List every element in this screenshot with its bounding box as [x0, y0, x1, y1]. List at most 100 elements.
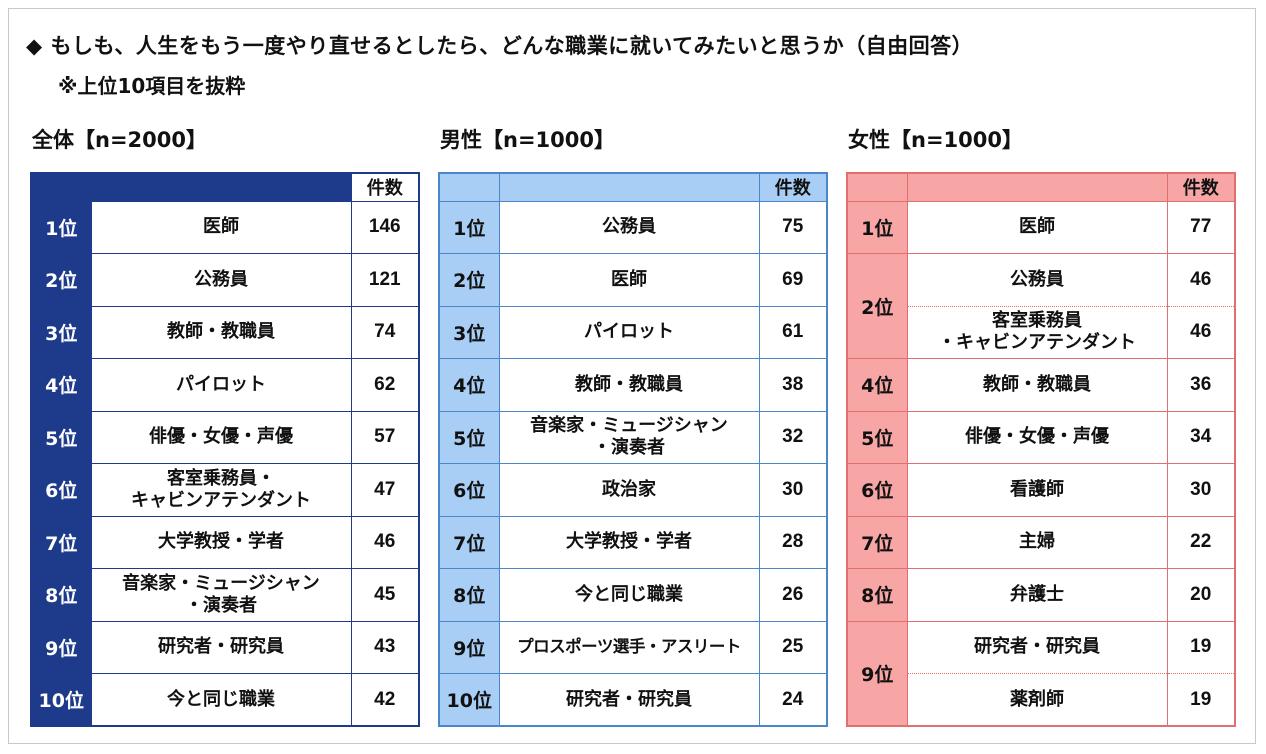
- table-row: 5位 音楽家・ミュージシャン ・演奏者 32: [438, 410, 828, 464]
- table-row: 1位 公務員 75: [438, 200, 828, 254]
- rank-cell: 9位: [30, 620, 92, 674]
- rank-header-cell: [30, 172, 92, 202]
- count-cell: 25: [758, 620, 828, 674]
- table-row: 客室乗務員 ・キャビンアテンダント 46: [847, 305, 1236, 359]
- count-cell: 46: [350, 515, 420, 569]
- job-cell: 政治家: [498, 463, 760, 517]
- job-cell: 弁護士: [906, 568, 1168, 622]
- table-row: 7位 主婦 22: [846, 515, 1236, 569]
- female-table-label: 女性【n=1000】: [848, 128, 1023, 152]
- table-header-row: 件数: [846, 172, 1236, 202]
- table-row: 6位 看護師 30: [846, 463, 1236, 517]
- male-ranking-table: 件数 1位 公務員 75 2位 医師 69 3位 パイロット 61 4位 教師・教職員 38 5…: [438, 172, 828, 727]
- job-cell: 医師: [90, 200, 352, 254]
- rank-cell: 1位: [30, 200, 92, 254]
- count-cell: 62: [350, 358, 420, 412]
- count-cell: 19: [1166, 620, 1236, 674]
- all-table-label: 全体【n=2000】: [32, 128, 207, 152]
- count-cell: 47: [350, 463, 420, 517]
- table-row: 1位 医師 77: [846, 200, 1236, 254]
- rank-cell: 6位: [438, 463, 500, 517]
- job-cell: 大学教授・学者: [498, 515, 760, 569]
- table-row: 9位 研究者・研究員 43: [30, 620, 420, 674]
- count-cell: 36: [1166, 358, 1236, 412]
- job-cell: 医師: [906, 200, 1168, 254]
- table-row: 9位 研究者・研究員 19: [846, 620, 1236, 727]
- table-row: 5位 俳優・女優・声優 34: [846, 410, 1236, 464]
- all-ranking-table: 件数 1位 医師 146 2位 公務員 121 3位 教師・教職員 74 4位 パイロット 62…: [30, 172, 420, 727]
- count-cell: 46: [1166, 253, 1236, 307]
- table-row: 7位 大学教授・学者 46: [30, 515, 420, 569]
- count-cell: 74: [350, 305, 420, 359]
- job-cell: 医師: [498, 253, 760, 307]
- count-cell: 32: [758, 410, 828, 464]
- figure-title: ◆ もしも、人生をもう一度やり直せるとしたら、どんな職業に就いてみたいと思うか（…: [26, 34, 974, 58]
- table-row: 9位 プロスポーツ選手・アスリート 25: [438, 620, 828, 674]
- rank-cell: 8位: [846, 568, 908, 622]
- job-cell: 公務員: [498, 200, 760, 254]
- count-header: 件数: [1166, 172, 1236, 202]
- rank-cell: 7位: [30, 515, 92, 569]
- rank-header-cell: [438, 172, 500, 202]
- table-row: 2位 医師 69: [438, 253, 828, 307]
- table-row: 7位 大学教授・学者 28: [438, 515, 828, 569]
- rank-cell: 9位: [438, 620, 500, 674]
- count-cell: 146: [350, 200, 420, 254]
- table-row: 5位 俳優・女優・声優 57: [30, 410, 420, 464]
- job-cell: 主婦: [906, 515, 1168, 569]
- rank-cell: 6位: [846, 463, 908, 517]
- rank-cell: 5位: [438, 410, 500, 464]
- table-row: 4位 教師・教職員 38: [438, 358, 828, 412]
- job-cell: プロスポーツ選手・アスリート: [498, 620, 760, 674]
- rank-cell: 4位: [30, 358, 92, 412]
- rank-header-cell: [846, 172, 908, 202]
- job-cell: 客室乗務員・キャビンアテンダント: [90, 463, 352, 517]
- rank-cell: 5位: [846, 410, 908, 464]
- rank-cell: 8位: [438, 568, 500, 622]
- job-cell: 俳優・女優・声優: [906, 410, 1168, 464]
- count-cell: 57: [350, 410, 420, 464]
- table-row: 2位 公務員 46: [846, 253, 1236, 359]
- rank-cell: 5位: [30, 410, 92, 464]
- rank-cell: 9位: [846, 620, 908, 727]
- table-row: 8位 今と同じ職業 26: [438, 568, 828, 622]
- table-row: 8位 音楽家・ミュージシャン ・演奏者 45: [30, 568, 420, 622]
- count-cell: 46: [1166, 305, 1236, 359]
- count-cell: 28: [758, 515, 828, 569]
- count-cell: 22: [1166, 515, 1236, 569]
- male-table-label: 男性【n=1000】: [440, 128, 615, 152]
- job-cell: 今と同じ職業: [90, 673, 352, 727]
- table-row: 4位 教師・教職員 36: [846, 358, 1236, 412]
- count-cell: 45: [350, 568, 420, 622]
- count-cell: 43: [350, 620, 420, 674]
- table-row: 2位 公務員 121: [30, 253, 420, 307]
- rank-cell: 1位: [438, 200, 500, 254]
- count-cell: 69: [758, 253, 828, 307]
- count-cell: 75: [758, 200, 828, 254]
- rank-cell: 4位: [438, 358, 500, 412]
- job-cell: 研究者・研究員: [906, 620, 1168, 674]
- job-cell: パイロット: [498, 305, 760, 359]
- count-cell: 19: [1166, 673, 1236, 727]
- count-cell: 77: [1166, 200, 1236, 254]
- job-cell: 看護師: [906, 463, 1168, 517]
- count-cell: 38: [758, 358, 828, 412]
- rank-cell: 7位: [438, 515, 500, 569]
- job-header-cell: [906, 172, 1168, 202]
- job-cell: 公務員: [90, 253, 352, 307]
- job-cell: 研究者・研究員: [498, 673, 760, 727]
- job-cell: 俳優・女優・声優: [90, 410, 352, 464]
- table-row: 3位 教師・教職員 74: [30, 305, 420, 359]
- table-header-row: 件数: [438, 172, 828, 202]
- rank-cell: 6位: [30, 463, 92, 517]
- rank-cell: 8位: [30, 568, 92, 622]
- rank-cell: 2位: [30, 253, 92, 307]
- table-row: 10位 研究者・研究員 24: [438, 673, 828, 727]
- count-cell: 20: [1166, 568, 1236, 622]
- rank-cell: 4位: [846, 358, 908, 412]
- rank-cell: 10位: [438, 673, 500, 727]
- count-cell: 30: [1166, 463, 1236, 517]
- job-header-cell: [498, 172, 760, 202]
- job-cell: 公務員: [906, 253, 1168, 307]
- job-cell: 音楽家・ミュージシャン ・演奏者: [90, 568, 352, 622]
